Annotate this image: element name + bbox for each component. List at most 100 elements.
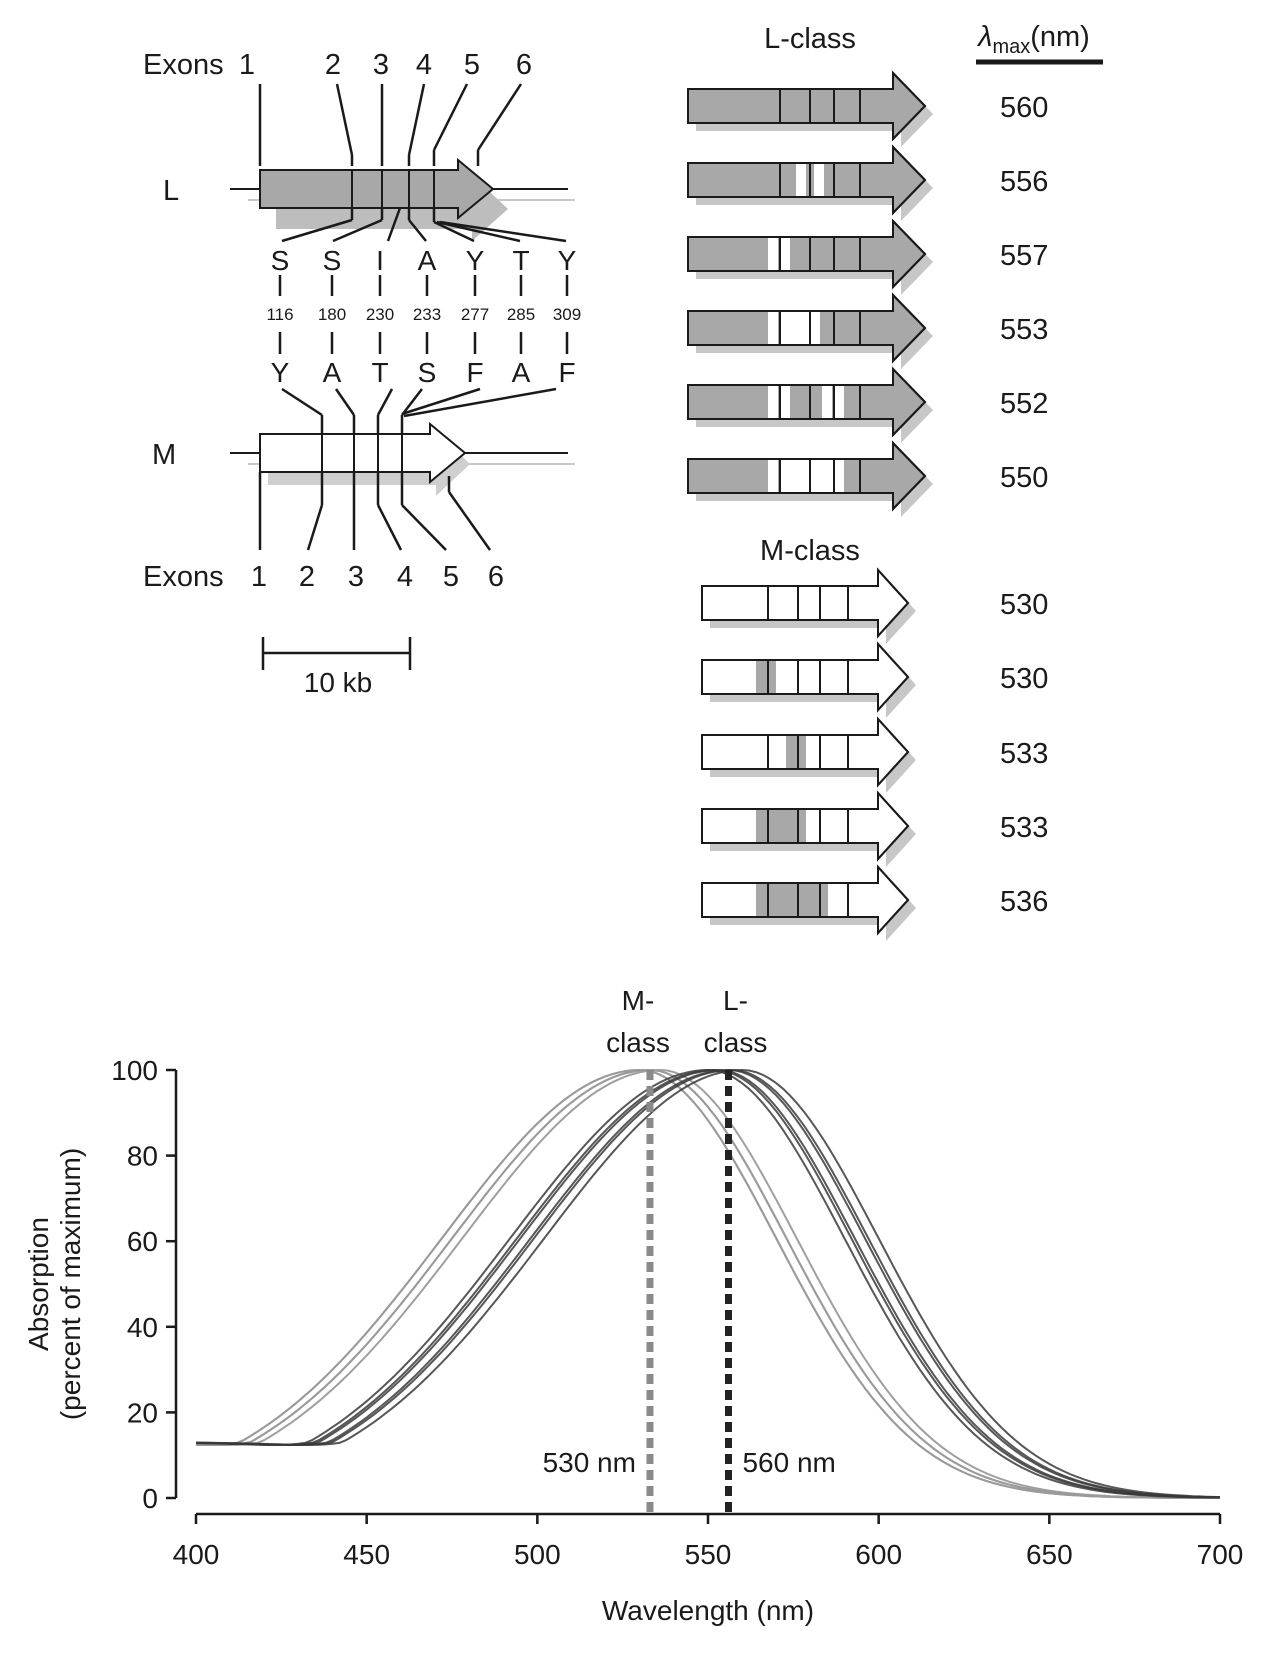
top-exon-number: 2 (325, 49, 341, 81)
m-class-lambda-max: 530 (1000, 663, 1048, 695)
m-class-absorption-curve (195, 1069, 1220, 1499)
residue-position: 116 (266, 305, 293, 324)
m-residue-leaders (281, 387, 557, 433)
y-axis-title-line1: Absorption (23, 1217, 54, 1351)
m-residue: F (558, 357, 575, 388)
marker-label-line2: class (704, 1027, 768, 1058)
l-residue: Y (558, 245, 577, 276)
m-class-marker: M-class 530 nm (543, 985, 670, 1514)
m-class-absorption-curve (196, 1068, 1220, 1499)
m-class-variant-row: 530 (701, 641, 1048, 718)
l-class-variant-arrow (687, 366, 933, 443)
l-class-title: L-class (764, 23, 856, 55)
l-residue: S (271, 245, 290, 276)
l-class-absorption-curve (196, 1069, 1221, 1499)
l-class-marker: L-class 560 nm (704, 985, 836, 1514)
bottom-exon-number: 1 (251, 561, 267, 593)
l-class-variant-row: 556 (687, 144, 1048, 221)
l-class-lambda-max: 550 (1000, 462, 1048, 494)
scale-bar-label: 10 kb (304, 667, 373, 698)
x-tick-label: 600 (855, 1539, 902, 1570)
residue-position: 309 (553, 305, 581, 324)
residue-position: 180 (318, 305, 346, 324)
l-class-absorption-curve (195, 1068, 1221, 1499)
l-class-variant-row: 552 (687, 366, 1048, 443)
l-class-lambda-max: 553 (1000, 314, 1048, 346)
x-tick-label: 650 (1026, 1539, 1073, 1570)
m-class-variant-arrow (701, 790, 916, 867)
top-exon-number: 1 (239, 49, 255, 81)
l-class-lambda-max: 552 (1000, 388, 1048, 420)
m-class-absorption-curve (195, 1068, 1220, 1499)
chart-axes: 400 450 500 550 600 650 700 0 20 40 60 80 100 (111, 1055, 1243, 1570)
m-class-absorption-curve (196, 1068, 1220, 1499)
m-residue: Y (271, 357, 290, 388)
gene-diagram: Exons 1 2 3 4 5 6 L (143, 49, 581, 698)
l-class-variant-row: 560 (687, 70, 1048, 147)
m-class-variant-row: 536 (701, 864, 1048, 941)
l-class-variant-arrow (687, 440, 933, 517)
m-residue: S (418, 357, 437, 388)
y-axis-title-line2: (percent of maximum) (55, 1148, 86, 1420)
marker-annotation: 530 nm (543, 1447, 636, 1478)
l-class-lambda-max: 556 (1000, 166, 1048, 198)
y-tick-label: 100 (111, 1055, 158, 1086)
m-class-lambda-max: 533 (1000, 738, 1048, 770)
m-class-absorption-curve (195, 1069, 1220, 1499)
m-class-variant-arrow (701, 716, 916, 793)
absorption-chart: 400 450 500 550 600 650 700 0 20 40 60 80 100 M-clas… (23, 985, 1243, 1626)
top-exon-number: 6 (516, 49, 532, 81)
x-tick-label: 500 (514, 1539, 561, 1570)
l-class-absorption-curve (195, 1068, 1221, 1499)
top-exons-label: Exons (143, 49, 224, 81)
y-axis-title: Absorption (percent of maximum) (23, 1148, 86, 1420)
bottom-exon-number: 5 (443, 561, 459, 593)
marker-label-line1: L- (723, 985, 748, 1016)
m-gene-arrow (259, 421, 470, 496)
l-class-variant-row: 550 (687, 440, 1048, 517)
m-class-variant-row: 533 (701, 716, 1048, 793)
residue-position: 230 (366, 305, 394, 324)
y-tick-label: 0 (142, 1483, 158, 1514)
variant-rows: 560 556 557 553 552 550 530 530 533 533 536 (687, 70, 1048, 941)
y-tick-label: 80 (127, 1141, 158, 1172)
l-class-absorption-curve (195, 1068, 1220, 1499)
l-residue-leaders (281, 207, 567, 243)
x-tick-label: 550 (685, 1539, 732, 1570)
m-residue: A (512, 357, 531, 388)
l-gene-label: L (163, 175, 179, 207)
m-class-variant-arrow (701, 864, 916, 941)
x-tick-label: 700 (1197, 1539, 1244, 1570)
variants-panel: L-class λmax(nm) M-class 560 556 557 553 552… (687, 21, 1103, 941)
l-class-absorption-curve (195, 1069, 1221, 1499)
m-residue: T (371, 357, 388, 388)
bottom-exon-number: 3 (348, 561, 364, 593)
chart-markers: M-class 530 nm L-class 560 nm (543, 985, 836, 1514)
residue-position: 233 (413, 305, 441, 324)
top-exon-number: 4 (416, 49, 432, 81)
x-axis-title: Wavelength (nm) (602, 1595, 814, 1626)
y-tick-label: 20 (127, 1397, 158, 1428)
marker-label-line1: M- (622, 985, 655, 1016)
bottom-exon-number: 4 (397, 561, 413, 593)
residue-connectors (278, 275, 569, 354)
l-class-variant-row: 553 (687, 292, 1048, 369)
top-exon-number: 3 (373, 49, 389, 81)
bottom-exons-label: Exons (143, 561, 224, 593)
bottom-exon-number: 2 (299, 561, 315, 593)
chart-curves (195, 1068, 1221, 1499)
l-residue: A (418, 245, 437, 276)
bottom-exon-leaders (258, 472, 492, 551)
l-class-variant-arrow (687, 292, 933, 369)
top-exon-leaders (258, 83, 523, 166)
marker-annotation: 560 nm (742, 1447, 835, 1478)
l-class-lambda-max: 557 (1000, 240, 1048, 272)
l-class-variant-arrow (687, 218, 933, 295)
scale-bar (261, 637, 412, 670)
m-gene-label: M (152, 439, 176, 471)
m-class-lambda-max: 533 (1000, 812, 1048, 844)
m-class-variant-row: 533 (701, 790, 1048, 867)
l-class-variant-row: 557 (687, 218, 1048, 295)
top-exon-number: 5 (464, 49, 480, 81)
